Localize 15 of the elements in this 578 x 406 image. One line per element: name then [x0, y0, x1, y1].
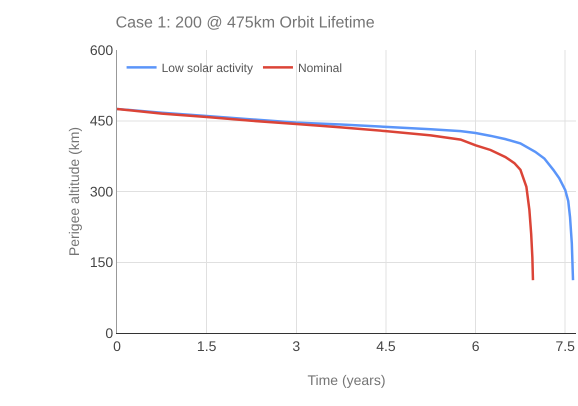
- legend-label: Low solar activity: [162, 61, 253, 76]
- y-tick-label: 300: [90, 183, 114, 200]
- y-tick-label: 600: [90, 42, 114, 58]
- legend-label: Nominal: [298, 61, 342, 76]
- x-tick-label: 6: [472, 338, 480, 354]
- y-tick-label: 450: [90, 112, 114, 129]
- x-tick-label: 4.5: [376, 338, 396, 354]
- x-axis-title: Time (years): [307, 372, 386, 388]
- x-tick-label: 3: [292, 338, 300, 354]
- x-tick-label: 7.5: [556, 338, 576, 354]
- y-axis-title: Perigee altitude (km): [66, 126, 82, 256]
- x-tick-label: 1.5: [196, 338, 217, 354]
- chart-title: Case 1: 200 @ 475km Orbit Lifetime: [116, 14, 375, 32]
- y-tick-label: 150: [90, 254, 114, 270]
- y-tick-label: 0: [105, 324, 114, 341]
